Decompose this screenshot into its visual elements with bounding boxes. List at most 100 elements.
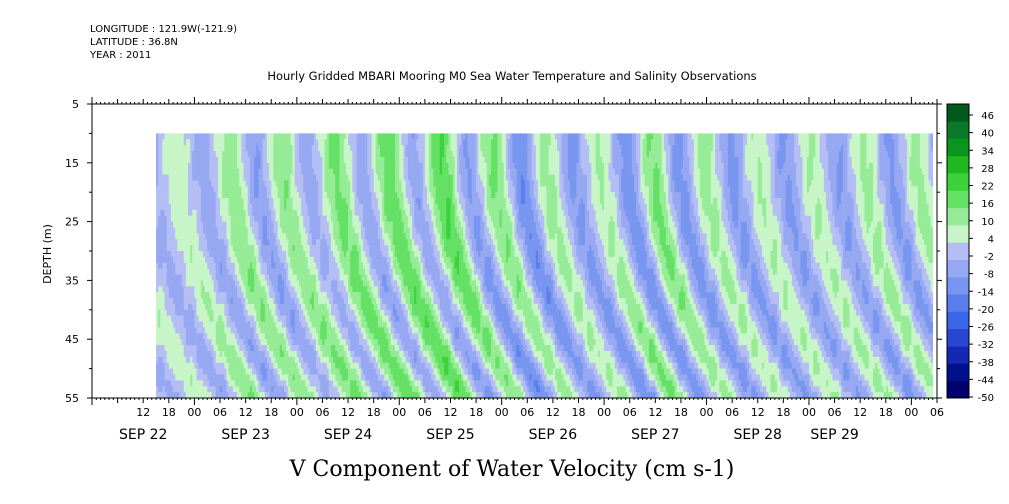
heatmap-cell [322, 315, 325, 322]
heatmap-cell [277, 362, 281, 369]
heatmap-cell [290, 180, 293, 187]
heatmap-cell [290, 292, 293, 299]
heatmap-cell [239, 209, 242, 217]
heatmap-cell [211, 392, 214, 399]
heatmap-cell [277, 286, 281, 293]
heatmap-cell [258, 221, 261, 228]
heatmap-cell [179, 386, 182, 393]
heatmap-cell [365, 374, 368, 381]
heatmap-cell [202, 203, 206, 211]
heatmap-cell [205, 256, 208, 264]
heatmap-cell [158, 251, 161, 258]
heatmap-cell [266, 151, 270, 158]
heatmap-cell [215, 209, 219, 217]
heatmap-cell [296, 321, 300, 328]
heatmap-cell [311, 321, 315, 328]
heatmap-cell [288, 386, 291, 393]
heatmap-cell [256, 156, 259, 164]
heatmap-cell [222, 315, 225, 322]
heatmap-cell [228, 186, 231, 193]
heatmap-cell [192, 227, 195, 234]
heatmap-cell [286, 356, 289, 364]
heatmap-cell [164, 321, 167, 328]
heatmap-cell [241, 268, 244, 275]
heatmap-cell [234, 186, 238, 193]
heatmap-cell [367, 345, 370, 352]
heatmap-cell [390, 315, 394, 322]
heatmap-cell [256, 215, 259, 222]
heatmap-cell [200, 239, 204, 246]
heatmap-cell [305, 251, 308, 258]
heatmap-cell [198, 203, 202, 211]
heatmap-cell [175, 309, 178, 316]
heatmap-cell [382, 386, 385, 393]
heatmap-cell [311, 156, 315, 164]
heatmap-cell [173, 374, 176, 381]
heatmap-cell [177, 162, 180, 169]
heatmap-cell [356, 145, 360, 152]
heatmap-cell [296, 309, 300, 316]
heatmap-cell [234, 386, 238, 393]
heatmap-cell [232, 298, 236, 305]
heatmap-cell [230, 180, 234, 187]
heatmap-cell [183, 209, 187, 217]
heatmap-cell [322, 262, 325, 269]
heatmap-cell [345, 303, 349, 311]
heatmap-cell [365, 303, 368, 311]
heatmap-cell [232, 203, 236, 211]
heatmap-cell [205, 221, 208, 228]
heatmap-cell [234, 239, 238, 246]
heatmap-cell [281, 209, 285, 217]
heatmap-cell [254, 374, 257, 381]
heatmap-cell [245, 139, 249, 146]
heatmap-cell [247, 221, 251, 228]
heatmap-cell [192, 286, 195, 293]
heatmap-cell [288, 262, 291, 269]
heatmap-cell [194, 268, 197, 275]
heatmap-cell [356, 198, 360, 205]
heatmap-cell [371, 215, 374, 222]
heatmap-cell [241, 162, 244, 169]
heatmap-cell [243, 345, 246, 352]
heatmap-cell [166, 380, 170, 387]
heatmap-cell [301, 333, 304, 340]
heatmap-cell [281, 203, 285, 211]
heatmap-cell [322, 198, 325, 205]
heatmap-cell [160, 133, 163, 140]
heatmap-cell [168, 380, 172, 387]
heatmap-cell [234, 286, 238, 293]
heatmap-cell [241, 245, 244, 252]
heatmap-cell [360, 209, 364, 217]
heatmap-cell [175, 362, 178, 369]
heatmap-cell [335, 145, 338, 152]
heatmap-cell [348, 380, 351, 387]
heatmap-cell [365, 298, 368, 305]
heatmap-cell [307, 298, 310, 305]
heatmap-cell [339, 362, 342, 369]
heatmap-cell [177, 309, 180, 316]
heatmap-cell [164, 256, 167, 264]
heatmap-cell [164, 345, 167, 352]
heatmap-cell [307, 386, 310, 393]
heatmap-cell [354, 298, 357, 305]
heatmap-cell [207, 239, 210, 246]
heatmap-cell [249, 286, 253, 293]
heatmap-cell [228, 221, 231, 228]
heatmap-cell [217, 139, 221, 146]
heatmap-cell [217, 192, 221, 199]
heatmap-cell [168, 186, 172, 193]
heatmap-cell [356, 174, 360, 181]
heatmap-cell [279, 286, 283, 293]
heatmap-cell [290, 227, 293, 234]
heatmap-cell [228, 298, 231, 305]
heatmap-cell [222, 262, 225, 269]
heatmap-cell [226, 356, 229, 364]
heatmap-cell [239, 386, 242, 393]
heatmap-cell [288, 350, 291, 358]
heatmap-cell [377, 251, 381, 258]
heatmap-cell [360, 251, 364, 258]
heatmap-cell [222, 350, 225, 358]
heatmap-cell [162, 362, 165, 369]
heatmap-cell [281, 303, 285, 311]
heatmap-cell [326, 321, 330, 328]
